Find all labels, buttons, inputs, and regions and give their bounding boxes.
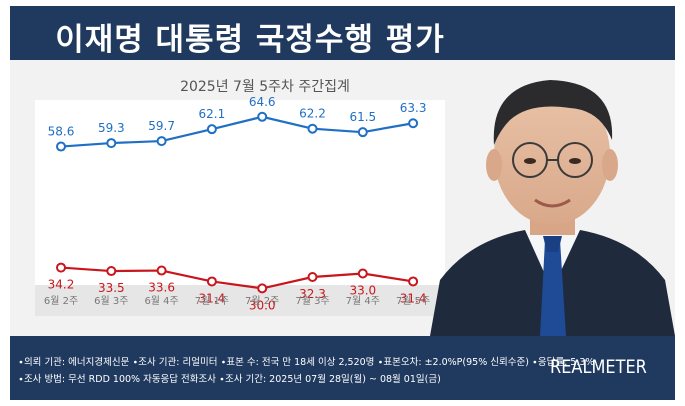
approve-point: [257, 111, 268, 122]
x-tick-label: 7월 3주: [295, 295, 329, 307]
approve-point: [307, 123, 318, 134]
person-portrait-icon: [430, 80, 675, 336]
x-tick-label: 6월 4주: [144, 295, 178, 307]
disapprove-data-label: 30.0: [249, 298, 276, 312]
disapprove-data-label: 31.4: [199, 291, 226, 305]
president-portrait: [430, 40, 675, 336]
approve-data-label: 62.2: [299, 107, 326, 121]
approve-data-label: 61.5: [349, 110, 376, 124]
plot-area: [35, 100, 445, 285]
disapprove-point: [56, 262, 66, 273]
disapprove-data-label: 32.3: [299, 287, 326, 301]
x-tick-label: 7월 5주: [396, 295, 430, 307]
approve-point: [56, 141, 66, 152]
disapprove-series-line: [60, 266, 414, 290]
x-tick-label: 7월 4주: [346, 295, 380, 307]
x-tick-label: 7월 1주: [195, 295, 229, 307]
header-bar: 이재명 대통령 국정수행 평가: [10, 6, 675, 60]
page-title: 이재명 대통령 국정수행 평가: [55, 22, 445, 58]
footer-bar: ∙의뢰 기관: 에너지경제신문 ∙조사 기관: 리얼미터 ∙표본 수: 전국 만…: [10, 336, 675, 400]
disapprove-data-label: 33.0: [349, 284, 376, 298]
brand-logo: REALMETER: [550, 356, 647, 378]
x-tick-label: 7월 2주: [245, 295, 279, 307]
survey-info-line-1: ∙의뢰 기관: 에너지경제신문 ∙조사 기관: 리얼미터 ∙표본 수: 전국 만…: [18, 357, 595, 368]
approve-data-label: 59.7: [148, 119, 175, 133]
disapprove-data-label: 31.4: [400, 291, 427, 305]
disapprove-data-label: 33.6: [148, 281, 175, 295]
disapprove-point: [257, 283, 268, 294]
approve-point: [408, 118, 419, 129]
approve-point: [106, 138, 117, 149]
disapprove-point: [307, 271, 318, 282]
x-tick-label: 6월 3주: [94, 295, 128, 307]
disapprove-data-label: 33.5: [98, 281, 125, 295]
disapprove-point: [156, 265, 167, 276]
approve-data-label: 63.3: [400, 101, 427, 115]
approve-data-label: 59.3: [98, 121, 125, 135]
approve-data-label: 58.6: [48, 125, 75, 139]
chart-subtitle: 2025년 7월 5주차 주간집계: [180, 79, 350, 95]
x-axis-band: [35, 285, 445, 316]
approve-point: [156, 136, 167, 147]
survey-info-line-2: ∙조사 방법: 무선 RDD 100% 자동응답 전화조사 ∙조사 기간: 20…: [18, 374, 441, 385]
disapprove-point: [408, 276, 419, 287]
x-tick-label: 6월 2주: [44, 295, 78, 307]
approve-series-line: [60, 115, 414, 148]
disapprove-point: [357, 268, 368, 279]
approve-data-label: 64.6: [249, 95, 276, 109]
approve-point: [357, 127, 368, 138]
disapprove-point: [206, 276, 217, 287]
disapprove-point: [106, 266, 117, 277]
disapprove-data-label: 34.2: [48, 278, 75, 292]
approve-point: [206, 124, 217, 135]
approve-data-label: 62.1: [199, 107, 226, 121]
